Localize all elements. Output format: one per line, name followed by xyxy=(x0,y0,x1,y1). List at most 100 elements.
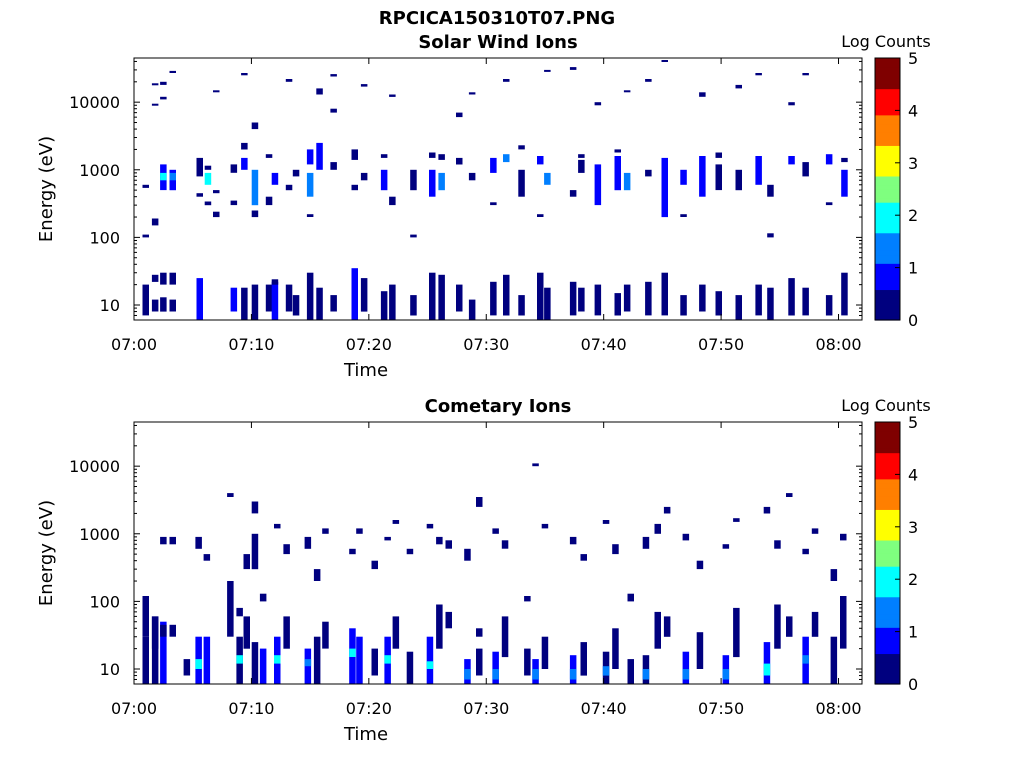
x-tick-label: 07:20 xyxy=(346,699,392,718)
colorbar-segment xyxy=(875,237,900,242)
colorbar-segment xyxy=(875,311,900,317)
colorbar-segment xyxy=(875,184,900,190)
plot-frame xyxy=(133,57,863,321)
colorbar-segment xyxy=(875,675,900,681)
colorbar-segment xyxy=(875,171,900,177)
colorbar-segment xyxy=(875,500,900,506)
colorbar-segment xyxy=(875,553,900,558)
colorbar-label: Log Counts xyxy=(841,396,931,415)
heatmap-cell xyxy=(360,172,368,181)
colorbar-segment xyxy=(875,145,900,151)
x-tick-label: 07:10 xyxy=(228,699,274,718)
heatmap-cell xyxy=(274,655,281,664)
x-tick-label: 07:30 xyxy=(463,335,509,354)
heatmap-cell xyxy=(406,651,414,684)
heatmap-cell xyxy=(682,533,690,541)
heatmap-cell xyxy=(763,506,771,514)
colorbar-segment xyxy=(875,197,900,203)
heatmap-cell xyxy=(645,281,652,316)
heatmap-cell xyxy=(169,272,176,285)
heatmap-cell xyxy=(802,73,809,76)
heatmap-cell xyxy=(830,569,838,581)
heatmap-cell xyxy=(426,523,434,529)
heatmap-cell xyxy=(438,274,445,320)
colorbar-tick-label: 4 xyxy=(908,101,918,120)
heatmap-cell xyxy=(160,621,167,684)
x-tick-label: 08:00 xyxy=(815,335,861,354)
heatmap-cell xyxy=(410,169,417,191)
heatmap-cell xyxy=(788,156,795,165)
colorbar-segment xyxy=(875,670,900,676)
heatmap-cell xyxy=(490,281,497,316)
heatmap-cell xyxy=(594,284,602,316)
heatmap-cell xyxy=(151,299,159,312)
colorbar-segment xyxy=(875,66,900,72)
heatmap-cell xyxy=(594,164,602,206)
heatmap-cell xyxy=(614,293,621,316)
colorbar-tick-label: 1 xyxy=(908,623,918,642)
colorbar-segment xyxy=(875,132,900,138)
colorbar-segment xyxy=(875,302,900,308)
heatmap-cell xyxy=(160,272,167,285)
heatmap-cell xyxy=(426,661,434,669)
heatmap-cell xyxy=(830,636,838,684)
colorbar-segment xyxy=(875,544,900,550)
heatmap-cell xyxy=(696,560,704,570)
colorbar-segment xyxy=(875,62,900,68)
colorbar-segment xyxy=(875,245,900,251)
heatmap-cell xyxy=(169,299,176,312)
heatmap-cell xyxy=(351,268,358,320)
y-tick-label: 100 xyxy=(89,592,120,611)
colorbar-segment xyxy=(875,614,900,620)
heatmap-cell xyxy=(243,554,250,570)
heatmap-cell xyxy=(227,493,234,497)
heatmap-cell xyxy=(532,669,539,680)
heatmap-cell xyxy=(544,172,551,185)
heatmap-cell xyxy=(429,152,436,158)
heatmap-cell xyxy=(802,287,809,316)
colorbar-frame xyxy=(874,57,901,321)
heatmap-cell xyxy=(537,214,544,217)
plot-frame xyxy=(133,421,863,685)
colorbar-segment xyxy=(875,526,900,532)
colorbar-segment xyxy=(875,666,900,672)
heatmap-cell xyxy=(767,287,774,320)
colorbar-segment xyxy=(875,71,900,77)
heatmap-cell xyxy=(196,157,203,177)
heatmap-cell xyxy=(265,196,273,206)
heatmap-cell xyxy=(204,172,212,185)
panel-title: Cometary Ions xyxy=(425,396,572,417)
colorbar-tick-label: 2 xyxy=(908,570,918,589)
heatmap-cell xyxy=(330,162,337,170)
y-tick-label: 10 xyxy=(100,296,120,315)
colorbar-segment xyxy=(875,75,900,81)
colorbar-segment xyxy=(875,140,900,146)
colorbar-segment xyxy=(875,640,900,646)
heatmap-cell xyxy=(304,648,312,684)
heatmap-cell xyxy=(230,287,238,312)
colorbar-segment xyxy=(875,561,900,567)
heatmap-cell xyxy=(241,287,248,320)
colorbar-segment xyxy=(875,609,900,615)
colorbar-segment xyxy=(875,535,900,541)
heatmap-cell xyxy=(160,624,167,637)
heatmap-cell xyxy=(763,642,771,684)
colorbar-segment xyxy=(875,158,900,164)
colorbar-segment xyxy=(875,215,900,221)
heatmap-cell xyxy=(271,279,279,285)
colorbar-segment xyxy=(875,518,900,524)
heatmap-cell xyxy=(330,74,337,77)
colorbar-tick-label: 5 xyxy=(908,49,918,68)
colorbar-segment xyxy=(875,289,900,295)
colorbar-segment xyxy=(875,84,900,90)
heatmap-cell xyxy=(476,497,483,507)
heatmap-cell xyxy=(464,548,471,561)
colorbar-segment xyxy=(875,114,900,120)
heatmap-cells xyxy=(142,60,848,320)
heatmap-cell xyxy=(160,536,167,545)
heatmap-cell xyxy=(468,92,476,95)
colorbar-segment xyxy=(875,79,900,85)
heatmap-cell xyxy=(722,669,730,680)
heatmap-cell xyxy=(195,659,202,669)
